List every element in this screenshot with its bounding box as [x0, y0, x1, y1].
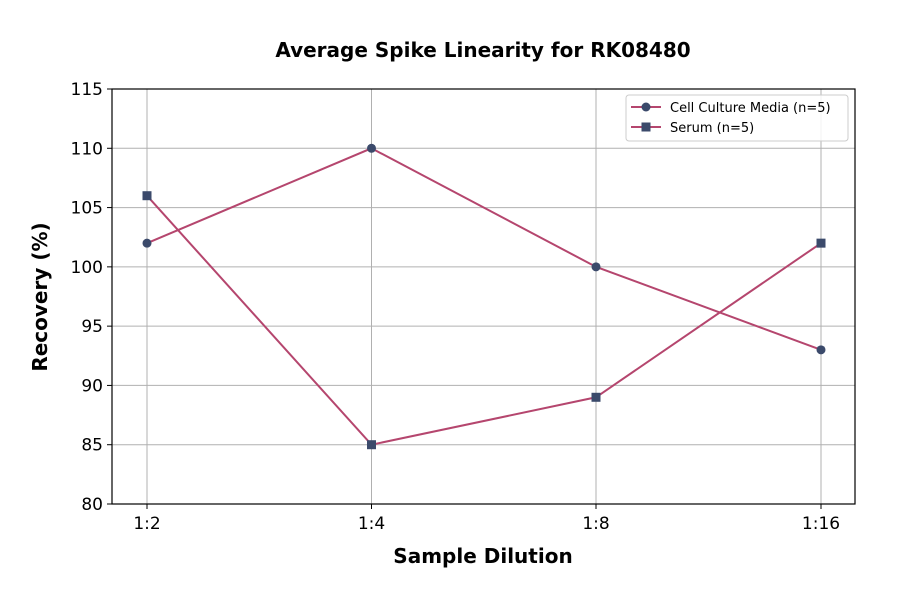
data-point	[142, 238, 152, 248]
y-tick-label: 80	[81, 495, 103, 515]
x-tick-label: 1:16	[802, 514, 840, 534]
legend: Cell Culture Media (n=5) Serum (n=5)	[625, 94, 849, 142]
y-tick-label: 110	[71, 139, 103, 159]
ticks: 80 85 90 95 100 105 110 115 1:2 1:4 1:8 1:16	[71, 80, 841, 534]
data-point	[816, 345, 826, 355]
data-point	[591, 262, 601, 272]
chart-title: Average Spike Linearity for RK08480	[275, 38, 690, 62]
series-group	[142, 143, 826, 450]
y-tick-label: 90	[81, 376, 103, 396]
y-tick-label: 105	[71, 199, 103, 219]
data-point	[142, 191, 152, 201]
x-axis-label: Sample Dilution	[393, 544, 572, 568]
x-tick-label: 1:4	[358, 514, 385, 534]
y-tick-label: 85	[81, 436, 103, 456]
data-point	[367, 440, 376, 450]
legend-label: Serum (n=5)	[670, 121, 754, 136]
data-point	[591, 392, 601, 402]
y-tick-label: 115	[71, 80, 103, 100]
plot-area	[111, 88, 856, 505]
x-tick-label: 1:8	[582, 514, 609, 534]
y-axis-label: Recovery (%)	[28, 222, 52, 371]
legend-square-marker-icon	[641, 122, 651, 132]
y-tick-label: 95	[81, 317, 103, 337]
data-point	[816, 238, 826, 248]
legend-label: Cell Culture Media (n=5)	[670, 101, 831, 116]
legend-circle-marker-icon	[641, 102, 651, 112]
data-point	[367, 143, 376, 153]
x-tick-label: 1:2	[133, 514, 160, 534]
series-line-1	[146, 195, 822, 446]
y-tick-label: 100	[71, 258, 103, 278]
series-line-0	[146, 147, 822, 351]
legend-box	[625, 94, 849, 142]
